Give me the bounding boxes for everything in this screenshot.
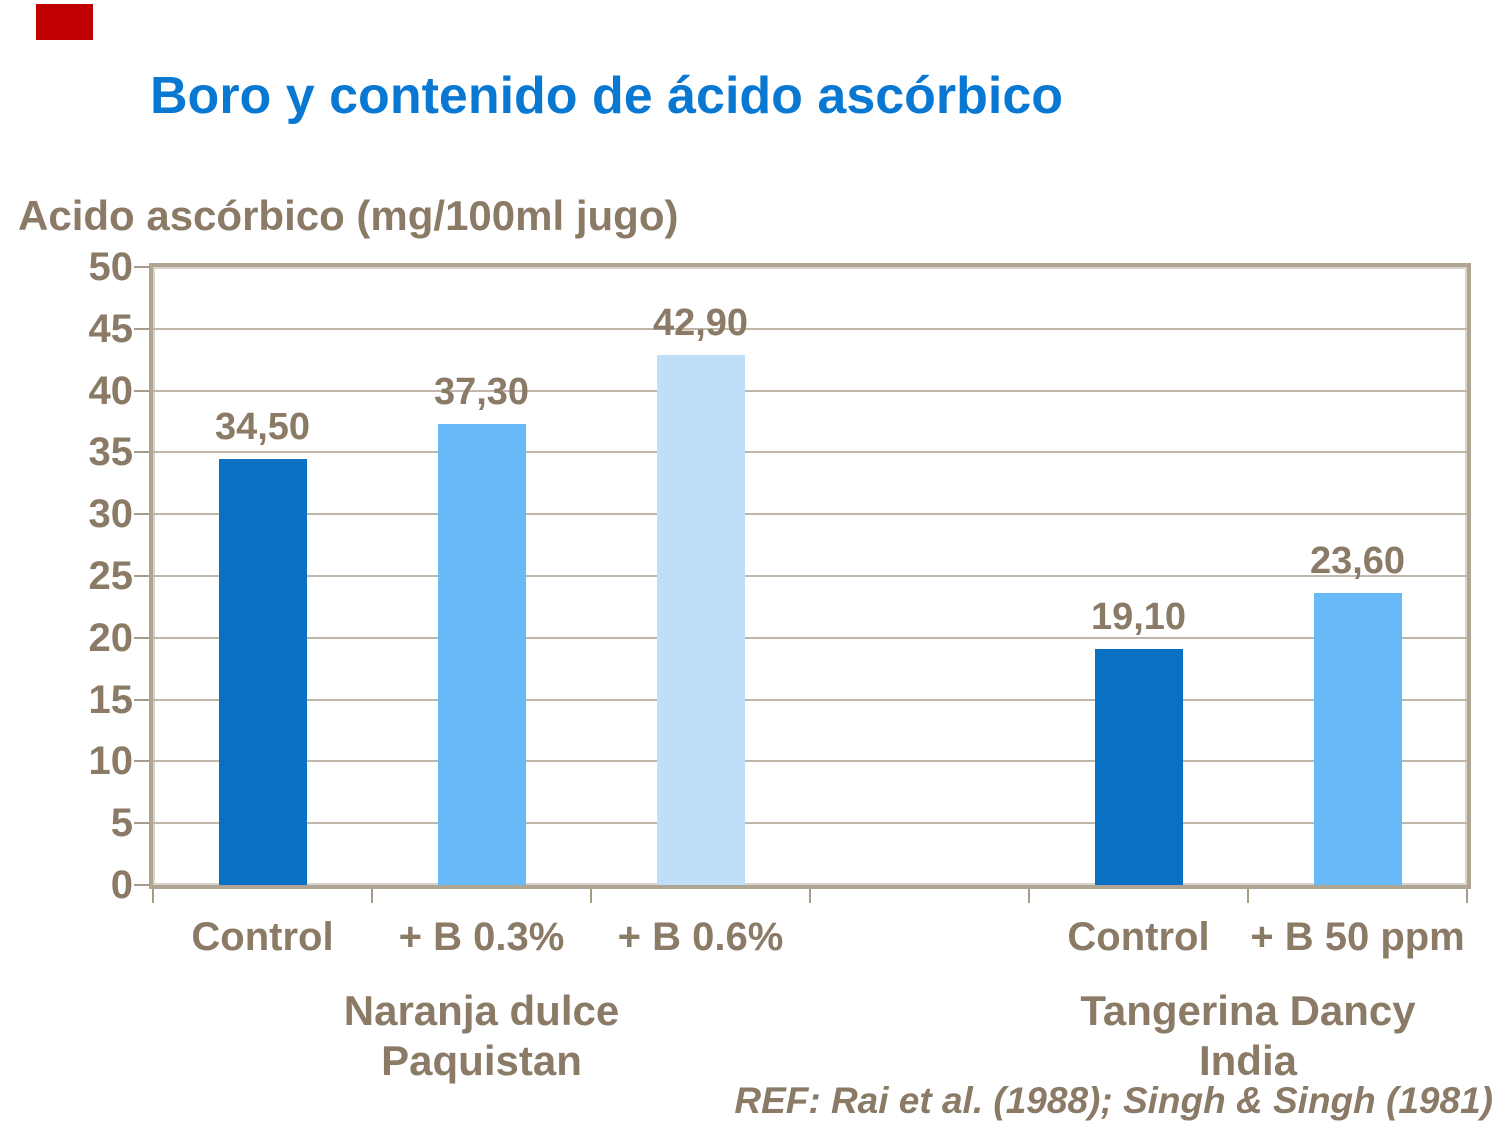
- x-tick-mark: [1247, 889, 1249, 903]
- y-tick-label: 0: [110, 863, 133, 907]
- y-tick-label: 10: [88, 739, 134, 784]
- bar-value-label: 19,10: [1090, 595, 1187, 638]
- y-tick-label: 15: [88, 677, 134, 722]
- y-tick-mark: [134, 266, 149, 268]
- bar--b-0.6%: [656, 354, 745, 885]
- y-tick-label: 5: [110, 801, 133, 846]
- gridline: [153, 636, 1467, 639]
- gridline: [153, 327, 1467, 330]
- bar-control: [218, 458, 307, 885]
- category-label--b-50-ppm: + B 50 ppm: [1250, 915, 1465, 959]
- gridline: [153, 389, 1467, 392]
- gridline: [153, 698, 1467, 701]
- gridline: [153, 760, 1467, 763]
- y-tick-mark: [134, 575, 149, 577]
- x-tick-mark: [152, 889, 154, 903]
- y-tick-mark: [134, 884, 149, 886]
- slide-title: Boro y contenido de ácido ascórbico: [150, 67, 1064, 125]
- bar-control: [1094, 648, 1183, 885]
- bar-value-label: 34,50: [214, 405, 311, 448]
- y-tick-label: 25: [88, 554, 134, 598]
- y-tick-label: 45: [88, 306, 134, 351]
- category-label--b-0.3%: + B 0.3%: [398, 915, 565, 959]
- x-tick-mark: [371, 889, 373, 903]
- plot-frame: [149, 263, 1471, 889]
- gridline: [153, 822, 1467, 825]
- y-tick-label: 40: [88, 368, 134, 413]
- bar-value-label: 42,90: [652, 301, 749, 344]
- y-tick-label: 50: [88, 245, 134, 289]
- y-tick-mark: [134, 760, 149, 763]
- gridline: [153, 575, 1467, 577]
- y-tick-label: 30: [88, 492, 134, 537]
- reference-citation: REF: Rai et al. (1988); Singh & Singh (1…: [734, 1080, 1493, 1121]
- y-axis-title: Acido ascórbico (mg/100ml jugo): [18, 192, 679, 239]
- category-label-control: Control: [191, 915, 334, 959]
- y-tick-mark: [134, 698, 149, 701]
- y-tick-label: 35: [88, 430, 134, 475]
- group-label-line: Naranja dulce: [343, 987, 620, 1034]
- x-tick-mark: [1466, 889, 1468, 903]
- x-tick-mark: [809, 889, 811, 903]
- y-tick-mark: [134, 636, 149, 639]
- group-label-line: India: [1198, 1037, 1297, 1084]
- y-tick-mark: [134, 327, 149, 330]
- bar--b-0.3%: [437, 423, 526, 885]
- group-label-line: Paquistan: [381, 1037, 582, 1084]
- plot-area: [153, 267, 1467, 885]
- gridline: [153, 513, 1467, 516]
- y-tick-mark: [134, 451, 149, 454]
- category-label--b-0.6%: + B 0.6%: [617, 915, 784, 959]
- group-label: Tangerina Dancy India: [1008, 986, 1488, 1086]
- category-label-control: Control: [1067, 915, 1210, 959]
- red-accent-bar: [36, 4, 93, 40]
- group-label: Naranja dulce Paquistan: [242, 986, 722, 1086]
- x-tick-mark: [1028, 889, 1030, 903]
- bar-value-label: 37,30: [433, 370, 530, 413]
- y-tick-mark: [134, 513, 149, 516]
- y-tick-label: 20: [88, 615, 134, 660]
- y-tick-mark: [134, 389, 149, 392]
- gridline: [153, 451, 1467, 454]
- bar-value-label: 23,60: [1309, 540, 1406, 583]
- group-label-line: Tangerina Dancy: [1080, 987, 1416, 1034]
- x-tick-mark: [590, 889, 592, 903]
- bar--b-50-ppm: [1313, 593, 1402, 885]
- y-tick-mark: [134, 822, 149, 825]
